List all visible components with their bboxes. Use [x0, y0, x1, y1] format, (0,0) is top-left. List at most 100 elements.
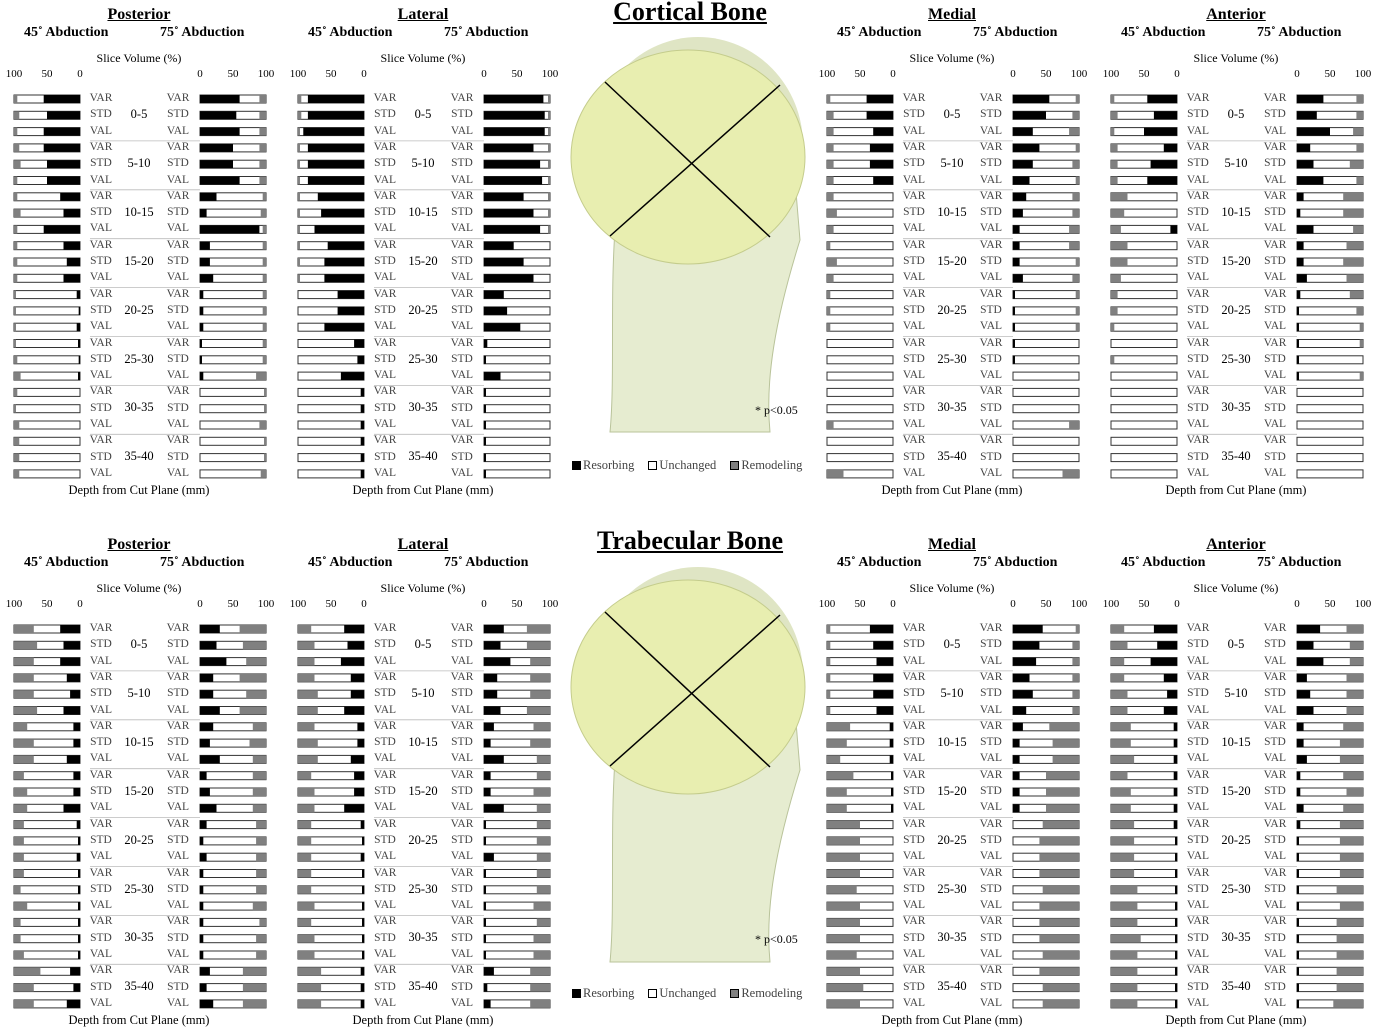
row-label-left: VAL: [89, 466, 113, 479]
bar-remodeling-45: [298, 902, 315, 911]
bar-resorbing-75: [484, 323, 521, 332]
row-label-left: STD: [903, 931, 925, 944]
bar-remodeling-45: [827, 934, 860, 943]
row-label-left: STD: [90, 206, 112, 219]
bar-remodeling-75: [548, 209, 550, 218]
row-label-left: VAL: [1186, 996, 1210, 1009]
row-label-left: VAR: [1186, 817, 1210, 830]
row-label-right: VAL: [1263, 948, 1287, 960]
bar-unchanged-75: [1012, 339, 1080, 348]
bar-resorbing-45: [350, 673, 364, 682]
bar-remodeling-45: [1111, 755, 1135, 764]
bar-remodeling-75: [1343, 804, 1363, 813]
row-label-right: VAL: [450, 124, 474, 137]
row-label-left: STD: [90, 352, 112, 365]
bar-remodeling-75: [256, 951, 266, 959]
bar-remodeling-75: [530, 999, 550, 1008]
bar-remodeling-75: [1339, 739, 1363, 748]
bar-remodeling-75: [246, 657, 266, 666]
bar-remodeling-45: [298, 853, 312, 862]
bar-remodeling-45: [827, 625, 831, 633]
row-label-right: VAL: [166, 466, 190, 479]
row-label-left: VAL: [902, 850, 926, 863]
row-label-right: VAL: [979, 850, 1003, 863]
bar-remodeling-45: [298, 836, 312, 845]
row-label-right: VAL: [1263, 173, 1287, 186]
bar-resorbing-75: [1297, 983, 1299, 992]
bar-remodeling-45: [1111, 241, 1128, 250]
row-label-left: STD: [90, 736, 112, 749]
bar-resorbing-45: [63, 274, 80, 283]
row-label-left: STD: [1187, 833, 1209, 846]
bar-unchanged-45: [826, 290, 894, 300]
bar-resorbing-45: [891, 771, 893, 780]
row-label-left: VAL: [89, 899, 113, 912]
unchanged-swatch: [648, 989, 658, 998]
row-label-right: STD: [1264, 833, 1286, 846]
bar-unchanged-45: [1110, 290, 1178, 300]
row-label-left: STD: [903, 882, 925, 895]
bar-remodeling-45: [827, 722, 851, 731]
row-label-left: STD: [90, 108, 112, 121]
row-label-left: VAL: [1186, 466, 1210, 479]
legend-cortical: Resorbing Unchanged Remodeling: [572, 458, 802, 473]
bar-resorbing-75: [1013, 625, 1043, 633]
panel-title: Medial: [928, 536, 976, 553]
bar-resorbing-45: [1175, 836, 1177, 845]
row-label-right: STD: [980, 833, 1002, 846]
bar-remodeling-75: [259, 160, 266, 169]
bar-remodeling-45: [14, 722, 28, 731]
row-label-left: VAR: [89, 964, 113, 977]
bar-resorbing-75: [1013, 804, 1020, 813]
bar-remodeling-45: [14, 657, 34, 666]
bar-remodeling-75: [1343, 192, 1363, 201]
bar-unchanged-45: [826, 224, 894, 234]
bar-remodeling-45: [1111, 641, 1128, 650]
humerus-illustration: [570, 567, 806, 963]
bar-resorbing-75: [484, 853, 494, 862]
bar-resorbing-45: [66, 673, 80, 682]
bar-remodeling-75: [536, 755, 550, 764]
row-label-left: VAR: [902, 434, 926, 447]
depth-bin-label: 25-30: [1221, 351, 1251, 366]
row-label-left: STD: [90, 303, 112, 316]
row-label-left: VAL: [373, 850, 397, 863]
row-label-right: STD: [1264, 303, 1286, 316]
bar-resorbing-75: [1297, 657, 1324, 666]
bar-unchanged-75: [1296, 404, 1364, 414]
bar-resorbing-45: [70, 690, 80, 699]
row-label-left: STD: [374, 785, 396, 797]
bar-resorbing-75: [484, 755, 504, 764]
row-label-right: VAL: [450, 466, 474, 479]
bar-remodeling-75: [1336, 951, 1363, 959]
row-label-right: VAR: [1263, 915, 1287, 928]
bar-unchanged-45: [826, 306, 894, 316]
bar-remodeling-75: [526, 641, 550, 650]
row-label-left: VAR: [373, 434, 397, 447]
row-label-right: STD: [1264, 255, 1286, 267]
tick-label-left: 0: [890, 68, 896, 80]
bar-resorbing-45: [1157, 641, 1177, 650]
bar-remodeling-45: [14, 372, 21, 381]
bar-remodeling-75: [1075, 625, 1079, 633]
depth-bin-label: 10-15: [1221, 204, 1251, 219]
bar-remodeling-75: [548, 176, 550, 185]
bar-remodeling-75: [259, 127, 266, 136]
row-label-left: STD: [374, 157, 396, 170]
depth-bin-label: 0-5: [943, 107, 961, 121]
depth-bin-label: 10-15: [1221, 734, 1251, 749]
row-label-right: VAR: [979, 866, 1003, 879]
tick-label-right: 0: [481, 598, 487, 610]
bar-resorbing-75: [200, 951, 204, 959]
row-label-left: VAR: [902, 670, 926, 683]
bar-resorbing-45: [354, 771, 364, 780]
bar-resorbing-75: [200, 160, 233, 169]
bar-remodeling-75: [252, 788, 266, 796]
bar-resorbing-45: [1175, 853, 1177, 862]
bar-remodeling-75: [239, 706, 266, 715]
bar-remodeling-45: [14, 788, 28, 796]
bar-resorbing-75: [1013, 355, 1015, 364]
bar-remodeling-75: [536, 918, 550, 927]
row-label-right: STD: [980, 931, 1002, 944]
row-label-left: STD: [903, 687, 925, 700]
